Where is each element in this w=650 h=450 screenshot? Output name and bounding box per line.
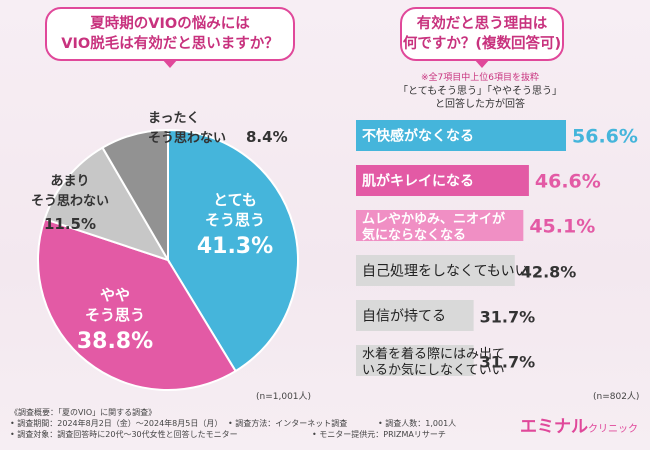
pie-label: そう思う (205, 211, 265, 229)
bar (356, 165, 529, 196)
bar-category-label: 自己処理をしなくてもいい (362, 264, 529, 280)
pie-slice (43, 146, 171, 262)
respondent-note-line1: 「とてもそう思う」「ややそう思う」 (398, 86, 562, 97)
brand-logo: エミナルクリニック (520, 412, 638, 437)
pie-slice (101, 128, 169, 264)
respondent-note: 「とてもそう思う」「ややそう思う」 と回答した方が回答 (345, 85, 615, 111)
pie-value-label: 38.8% (77, 329, 153, 354)
logo-main: エミナル (520, 417, 588, 437)
bar (356, 255, 515, 286)
footer-method: • 調査方法：インターネット調査 (228, 419, 348, 428)
footer-period: • 調査期間：2024年8月2日（金）～2024年8月5日（月） (10, 419, 223, 428)
pie-slice (37, 217, 237, 391)
bar-category-label: 水着を着る際にはみ出て (362, 346, 505, 362)
right-question: 有効だと思う理由は 何ですか？(複数回答可) (400, 7, 564, 68)
logo-sub: クリニック (588, 424, 638, 435)
bar-value-label: 31.7% (480, 308, 536, 327)
pie-slice (167, 128, 299, 373)
footer-count: • 調査人数：1,001人 (378, 419, 457, 428)
bar-category-label: 肌がキレイになる (362, 173, 474, 190)
bar-value-label: 31.7% (480, 353, 536, 372)
bar (356, 345, 474, 376)
respondent-note-line2: と回答した方が回答 (435, 99, 525, 110)
bar (356, 210, 524, 241)
bar-category-label: 気にならなくなる (362, 227, 466, 243)
footer-provider: • モニター提供元：PRIZMAリサーチ (312, 430, 446, 439)
right-question-line1: 有効だと思う理由は (416, 16, 548, 32)
pie-label: そう思わない (31, 194, 109, 209)
pie-value-label: 11.5% (44, 215, 96, 233)
left-question-line1: 夏時期のVIOの悩みには (90, 16, 250, 32)
pie-label: まったく (148, 111, 199, 126)
pie-label: やや (100, 286, 130, 304)
pie-label: あまり (50, 174, 89, 189)
right-question-line2: 何ですか？(複数回答可) (402, 36, 562, 52)
bar-value-label: 42.8% (521, 263, 577, 282)
pie-label: そう思わない (148, 131, 226, 146)
left-question: 夏時期のVIOの悩みには VIO脱毛は有効だと思いますか？ (45, 7, 295, 68)
bar (356, 120, 566, 151)
right-sample-size: (n=802人) (593, 392, 640, 402)
pie-value-label: 41.3% (197, 234, 273, 259)
selection-note: ※全7項目中上位6項目を抜粋 (421, 73, 539, 83)
bar-value-label: 45.1% (529, 216, 595, 238)
bar-category-label: いるか気にしなくていい (362, 362, 505, 378)
bar-value-label: 56.6% (572, 126, 638, 148)
bar (356, 300, 474, 331)
footer-title: 《調査概要：「夏のVIO」に関する調査》 (10, 408, 157, 417)
bar-category-label: ムレやかゆみ、ニオイが (362, 211, 505, 227)
bar-category-label: 自信が持てる (362, 309, 446, 325)
left-question-line2: VIO脱毛は有効だと思いますか？ (61, 36, 279, 52)
pie-label: そう思う (85, 306, 145, 324)
bar-value-label: 46.6% (535, 171, 601, 193)
bar-category-label: 不快感がなくなる (362, 128, 474, 145)
left-sample-size: (n=1,001人) (256, 392, 312, 402)
footer-target: • 調査対象：調査回答時に20代～30代女性と回答したモニター (10, 430, 238, 439)
pie-label: とても (213, 191, 257, 209)
pie-value-label: 8.4% (246, 128, 288, 146)
